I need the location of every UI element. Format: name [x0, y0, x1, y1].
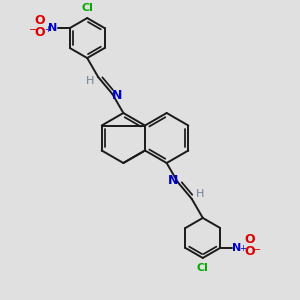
Text: H: H — [86, 76, 94, 86]
Text: H: H — [196, 189, 204, 199]
Text: O: O — [245, 245, 255, 259]
Text: O: O — [34, 26, 45, 38]
Text: N: N — [112, 89, 122, 102]
Text: +: + — [239, 244, 245, 253]
Text: N: N — [232, 243, 242, 253]
Text: −: − — [29, 25, 37, 35]
Text: O: O — [245, 233, 255, 247]
Text: Cl: Cl — [81, 3, 93, 13]
Text: −: − — [253, 245, 261, 255]
Text: O: O — [34, 14, 45, 26]
Text: +: + — [44, 25, 51, 34]
Text: Cl: Cl — [197, 263, 209, 273]
Text: N: N — [167, 174, 178, 187]
Text: N: N — [48, 23, 58, 33]
